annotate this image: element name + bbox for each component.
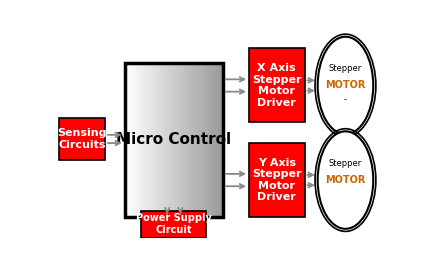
Bar	[249, 143, 305, 217]
Bar	[190, 63, 192, 217]
Bar	[165, 63, 168, 217]
Bar	[169, 63, 171, 217]
Bar	[192, 63, 194, 217]
Bar	[59, 118, 105, 159]
Bar	[162, 63, 165, 217]
Bar	[130, 63, 132, 217]
Bar	[161, 63, 163, 217]
Bar	[197, 63, 199, 217]
Bar	[170, 63, 173, 217]
Bar	[202, 63, 204, 217]
Bar	[216, 63, 219, 217]
Bar	[200, 63, 202, 217]
Bar	[249, 49, 305, 123]
Bar	[179, 63, 181, 217]
Bar	[213, 63, 215, 217]
Bar	[135, 63, 137, 217]
Bar	[206, 63, 209, 217]
Bar	[176, 63, 178, 217]
Bar	[180, 63, 183, 217]
Text: Stepper: Stepper	[329, 64, 362, 73]
Text: Sensing
Circuits: Sensing Circuits	[57, 128, 107, 150]
Text: MOTOR: MOTOR	[325, 175, 365, 185]
Text: Power Supply
Circuit: Power Supply Circuit	[136, 214, 212, 235]
Bar	[211, 63, 214, 217]
Bar	[154, 63, 157, 217]
Bar	[185, 63, 187, 217]
Bar	[139, 63, 142, 217]
Bar	[128, 63, 130, 217]
Ellipse shape	[318, 37, 373, 134]
Bar	[177, 63, 179, 217]
Bar	[152, 63, 155, 217]
Bar	[221, 63, 224, 217]
Bar	[215, 63, 217, 217]
Bar	[157, 63, 160, 217]
Bar	[126, 63, 129, 217]
Bar	[125, 63, 223, 217]
Bar	[189, 63, 191, 217]
Bar	[167, 63, 170, 217]
Bar	[138, 63, 140, 217]
Bar	[136, 63, 138, 217]
Bar	[151, 63, 153, 217]
Text: -: -	[344, 95, 347, 104]
Bar	[203, 63, 206, 217]
Bar	[184, 63, 186, 217]
Bar	[193, 63, 196, 217]
Bar	[141, 211, 206, 238]
Bar	[143, 63, 145, 217]
Bar	[133, 63, 135, 217]
Bar	[219, 63, 222, 217]
Bar	[172, 63, 174, 217]
Bar	[146, 63, 148, 217]
Bar	[148, 63, 150, 217]
Bar	[144, 63, 146, 217]
Text: Stepper: Stepper	[329, 159, 362, 167]
Text: X Axis
Stepper
Motor
Driver: X Axis Stepper Motor Driver	[252, 63, 302, 108]
Bar	[198, 63, 200, 217]
Text: Y Axis
Stepper
Motor
Driver: Y Axis Stepper Motor Driver	[252, 158, 302, 202]
Bar	[210, 63, 212, 217]
Bar	[149, 63, 151, 217]
Bar	[205, 63, 207, 217]
Bar	[218, 63, 220, 217]
Bar	[156, 63, 158, 217]
Text: Micro Control: Micro Control	[116, 132, 231, 147]
Bar	[125, 63, 127, 217]
Text: MOTOR: MOTOR	[325, 80, 365, 91]
Bar	[195, 63, 197, 217]
Bar	[164, 63, 166, 217]
Bar	[208, 63, 211, 217]
Bar	[159, 63, 161, 217]
Bar	[131, 63, 133, 217]
Bar	[141, 63, 143, 217]
Ellipse shape	[318, 131, 373, 229]
Bar	[187, 63, 189, 217]
Bar	[182, 63, 184, 217]
Bar	[174, 63, 176, 217]
